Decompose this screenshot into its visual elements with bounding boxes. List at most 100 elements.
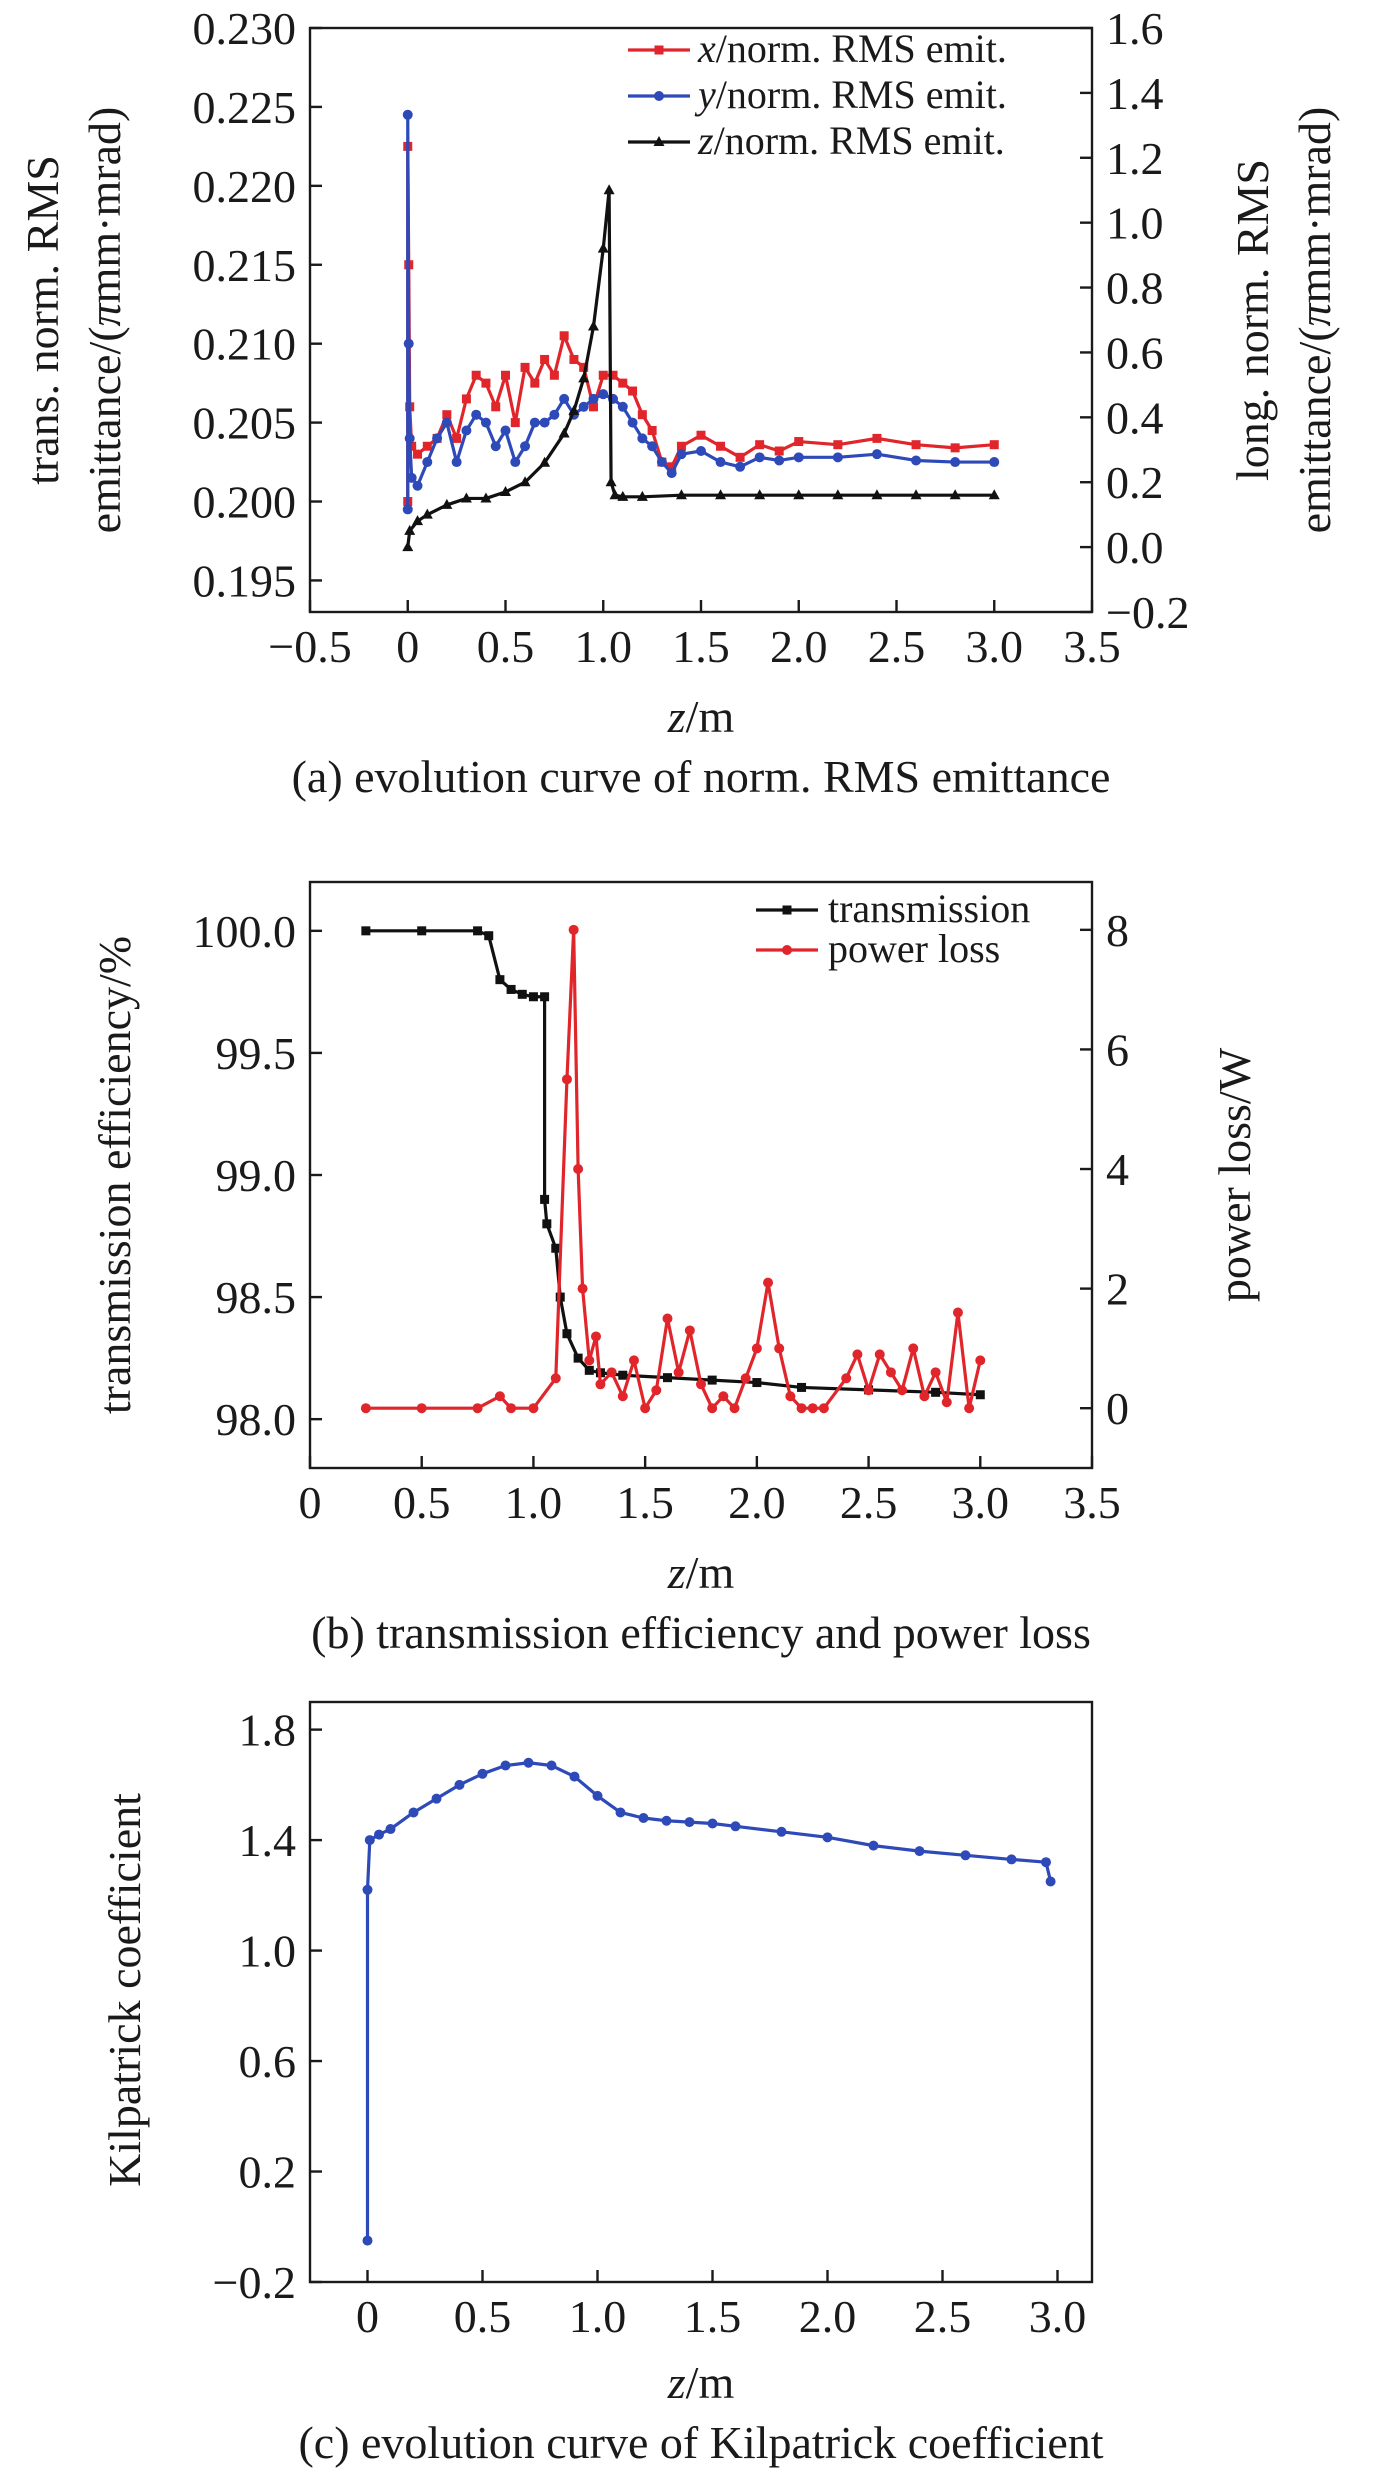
- data-point: [989, 440, 999, 450]
- data-point: [793, 489, 805, 500]
- data-point: [729, 1403, 740, 1414]
- data-point: [914, 1846, 925, 1857]
- data-point: [640, 1403, 651, 1414]
- data-point: [662, 1313, 673, 1324]
- legend-marker: [653, 136, 665, 146]
- data-point: [362, 1884, 373, 1895]
- data-point: [910, 489, 922, 500]
- y-tick-label: 98.5: [216, 1272, 297, 1323]
- data-point: [481, 378, 491, 388]
- data-point: [707, 1818, 718, 1829]
- data-point: [595, 1379, 606, 1390]
- data-point: [549, 409, 560, 420]
- data-point: [561, 1074, 572, 1085]
- x-tick-label: 1.5: [616, 1477, 674, 1528]
- data-point: [874, 1349, 885, 1360]
- x-tick-label: 2.0: [799, 2291, 857, 2342]
- data-point: [530, 378, 540, 388]
- data-point: [472, 1403, 483, 1414]
- data-point: [471, 370, 481, 380]
- x-tick-label: 0: [299, 1477, 322, 1528]
- data-point: [735, 452, 745, 462]
- data-point: [696, 430, 706, 440]
- y-tick-label: 99.5: [216, 1028, 297, 1079]
- x-tick-label: 3.5: [1063, 1477, 1121, 1528]
- x-axis-label: z/m: [667, 1547, 735, 1598]
- data-point: [638, 1813, 649, 1823]
- data-point: [490, 441, 501, 452]
- data-point: [796, 1403, 807, 1414]
- data-point: [452, 433, 462, 443]
- data-point: [500, 485, 511, 496]
- data-point: [807, 1403, 818, 1414]
- data-point: [477, 1768, 488, 1779]
- data-point: [684, 1817, 695, 1828]
- data-point: [964, 1403, 975, 1414]
- data-point: [960, 1850, 971, 1861]
- y2-tick-label: 0: [1106, 1383, 1129, 1434]
- data-point: [637, 433, 648, 444]
- y-tick-label: 98.0: [216, 1394, 297, 1445]
- data-point: [416, 1403, 427, 1414]
- legend-marker: [654, 91, 664, 101]
- data-point: [473, 926, 483, 936]
- series-group: [362, 1757, 1056, 2246]
- data-point: [408, 1807, 419, 1818]
- data-point: [441, 417, 452, 428]
- legend-variable: z: [697, 118, 714, 163]
- data-point: [609, 489, 621, 500]
- series-line: [365, 929, 981, 1397]
- data-point: [661, 1815, 672, 1826]
- y-tick-label: 0.230: [193, 3, 297, 54]
- y-left-axis-label: Kilpatrick coefficient: [99, 1793, 150, 2187]
- data-point: [587, 320, 599, 331]
- data-point: [364, 1835, 375, 1846]
- data-point: [975, 1390, 985, 1400]
- data-point: [597, 242, 609, 253]
- data-point: [730, 1821, 741, 1832]
- data-point: [628, 1355, 639, 1366]
- data-point: [431, 1793, 442, 1804]
- y-tick-label: 0.6: [239, 2036, 297, 2087]
- data-point: [592, 1790, 603, 1801]
- x-ticks: −0.5 0 0.5 1.0 1.5 2.0 2.5 3.0 3.5: [268, 600, 1121, 672]
- data-point: [471, 409, 482, 420]
- data-point: [520, 362, 530, 372]
- data-point: [897, 1385, 908, 1396]
- data-point: [752, 1378, 762, 1388]
- legend-text: /norm. RMS emit.: [714, 118, 1005, 163]
- data-point: [422, 441, 432, 451]
- data-point: [540, 992, 550, 1002]
- data-point: [546, 1760, 557, 1771]
- series-1: [402, 109, 1000, 515]
- data-point: [603, 184, 615, 195]
- data-point: [740, 1373, 751, 1384]
- data-point: [579, 362, 589, 372]
- data-point: [539, 456, 551, 467]
- y-tick-label: 100.0: [193, 906, 297, 957]
- data-point: [402, 504, 413, 515]
- data-point: [606, 1367, 617, 1378]
- data-point: [793, 452, 804, 463]
- data-point: [461, 394, 471, 404]
- data-point: [523, 1757, 534, 1768]
- y-right-ticks: 0 2 4 6 8: [1080, 905, 1129, 1434]
- data-point: [975, 1355, 986, 1366]
- y2-tick-label: 4: [1106, 1144, 1129, 1195]
- data-point: [506, 1403, 517, 1414]
- data-point: [402, 541, 414, 552]
- caption: (c) evolution curve of Kilpatrick coeffi…: [298, 2417, 1103, 2468]
- data-point: [588, 393, 599, 404]
- y-tick-label: 0.210: [193, 319, 297, 370]
- data-point: [605, 476, 617, 487]
- data-point: [573, 1164, 584, 1175]
- data-point: [484, 931, 494, 941]
- series-line: [406, 188, 995, 548]
- data-point: [696, 1379, 706, 1390]
- data-point: [794, 437, 804, 447]
- data-point: [637, 410, 647, 420]
- x-tick-label: 0.5: [393, 1477, 451, 1528]
- data-point: [675, 489, 687, 500]
